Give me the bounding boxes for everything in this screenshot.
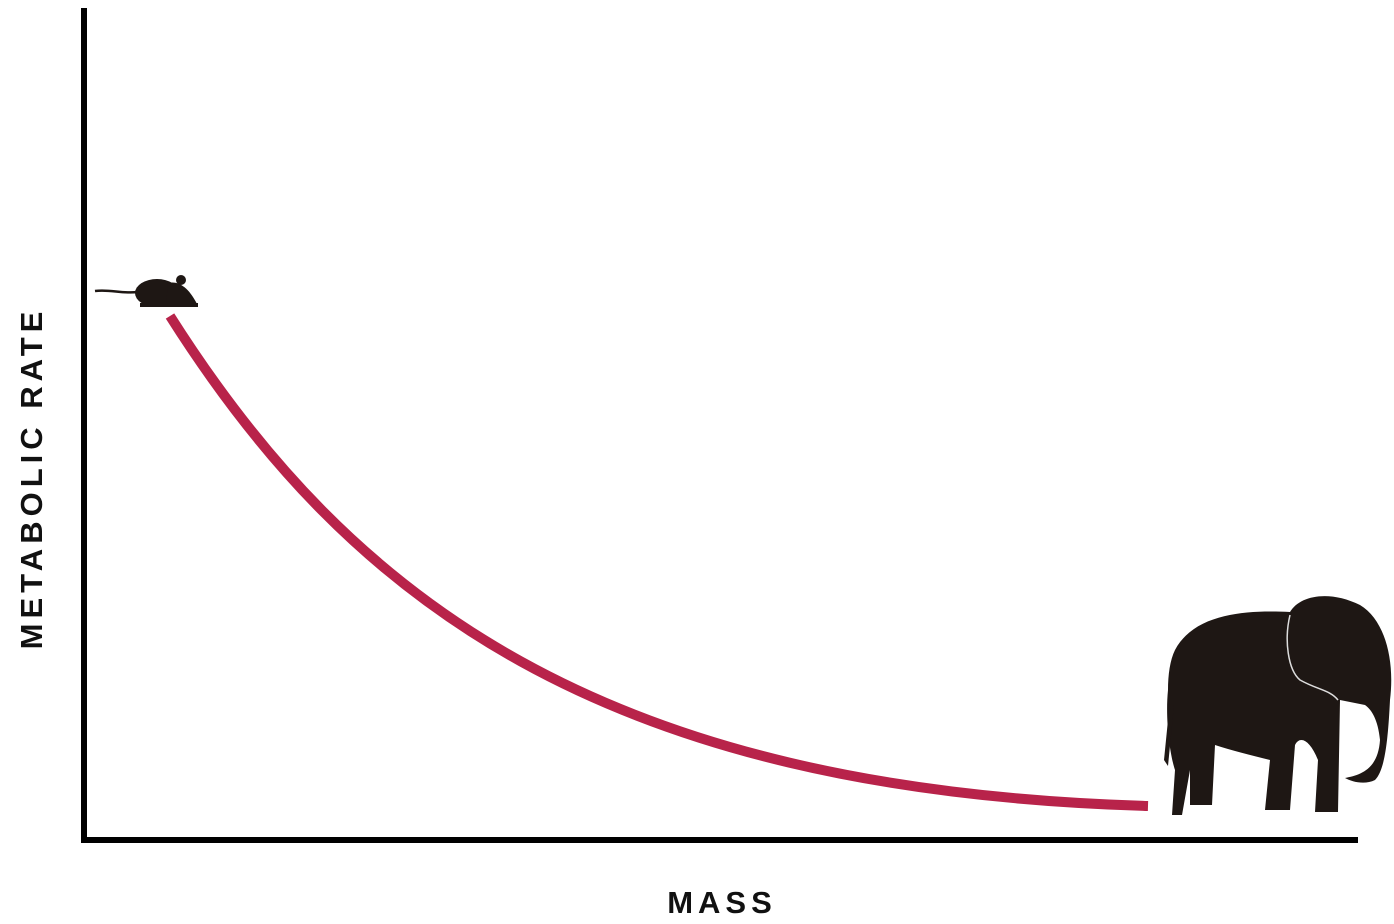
mouse-icon — [94, 275, 198, 307]
curve — [165, 313, 1149, 811]
x-axis-label: MASS — [667, 885, 777, 919]
elephant-icon — [1164, 596, 1392, 815]
y-axis-label: METABOLIC RATE — [14, 307, 49, 650]
